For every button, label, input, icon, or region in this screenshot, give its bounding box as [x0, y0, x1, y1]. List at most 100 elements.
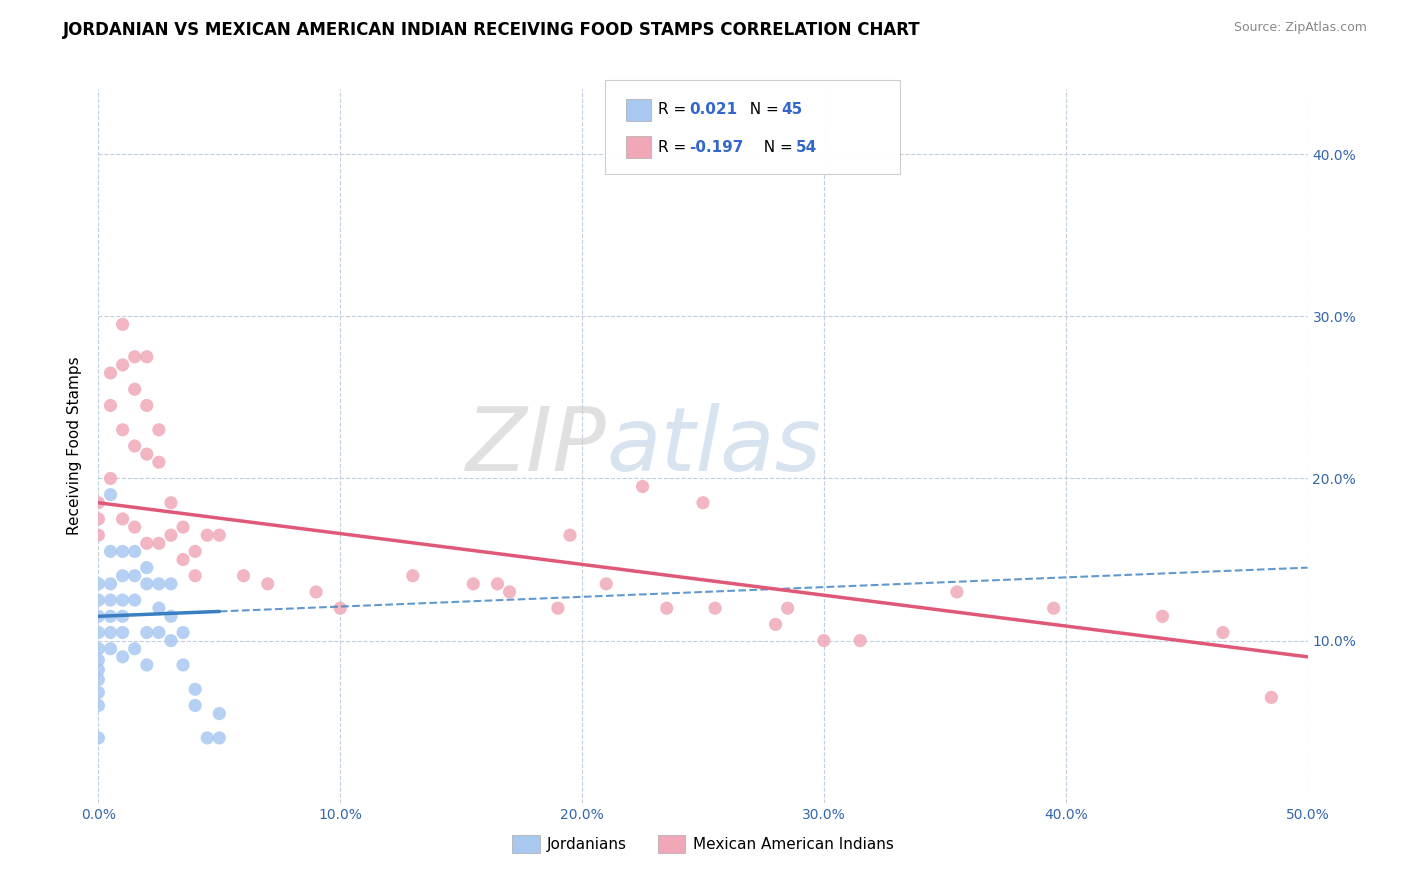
Point	[87, 512, 110, 526]
Point	[111, 544, 134, 558]
Point	[111, 318, 134, 332]
Point	[124, 350, 146, 364]
Point	[124, 439, 146, 453]
Point	[558, 528, 581, 542]
Point	[704, 601, 727, 615]
Point	[87, 685, 110, 699]
Point	[486, 577, 509, 591]
Point	[184, 568, 207, 582]
Text: R =: R =	[658, 103, 692, 117]
Point	[111, 625, 134, 640]
Point	[135, 625, 157, 640]
Point	[160, 633, 183, 648]
Text: atlas: atlas	[606, 403, 821, 489]
Point	[463, 577, 485, 591]
Point	[402, 568, 425, 582]
Text: N =: N =	[740, 103, 783, 117]
Point	[135, 447, 157, 461]
Point	[184, 544, 207, 558]
Point	[111, 568, 134, 582]
Point	[148, 455, 170, 469]
Point	[100, 641, 122, 656]
Point	[172, 625, 194, 640]
Text: R =: R =	[658, 140, 692, 154]
Point	[135, 399, 157, 413]
Point	[148, 625, 170, 640]
Point	[256, 577, 278, 591]
Point	[172, 657, 194, 672]
Point	[87, 663, 110, 677]
Point	[87, 625, 110, 640]
Point	[1212, 625, 1234, 640]
Point	[148, 423, 170, 437]
Point	[87, 641, 110, 656]
Point	[100, 544, 122, 558]
Point	[148, 536, 170, 550]
Text: ZIP: ZIP	[465, 403, 606, 489]
Point	[124, 568, 146, 582]
Point	[1042, 601, 1064, 615]
Point	[184, 698, 207, 713]
Point	[208, 731, 231, 745]
Point	[208, 528, 231, 542]
Point	[100, 366, 122, 380]
Point	[172, 520, 194, 534]
Point	[692, 496, 714, 510]
Text: N =: N =	[754, 140, 797, 154]
Point	[100, 488, 122, 502]
Legend: Jordanians, Mexican American Indians: Jordanians, Mexican American Indians	[506, 829, 900, 859]
Point	[111, 423, 134, 437]
Point	[100, 609, 122, 624]
Point	[1152, 609, 1174, 624]
Point	[111, 609, 134, 624]
Point	[124, 641, 146, 656]
Point	[172, 552, 194, 566]
Point	[87, 653, 110, 667]
Y-axis label: Receiving Food Stamps: Receiving Food Stamps	[67, 357, 83, 535]
Point	[124, 382, 146, 396]
Point	[631, 479, 654, 493]
Text: 45: 45	[782, 103, 803, 117]
Point	[160, 528, 183, 542]
Point	[135, 350, 157, 364]
Point	[547, 601, 569, 615]
Point	[813, 633, 835, 648]
Point	[195, 731, 218, 745]
Point	[498, 585, 520, 599]
Point	[100, 471, 122, 485]
Point	[148, 577, 170, 591]
Point	[87, 609, 110, 624]
Text: JORDANIAN VS MEXICAN AMERICAN INDIAN RECEIVING FOOD STAMPS CORRELATION CHART: JORDANIAN VS MEXICAN AMERICAN INDIAN REC…	[63, 21, 921, 38]
Point	[124, 593, 146, 607]
Point	[1260, 690, 1282, 705]
Point	[87, 731, 110, 745]
Point	[87, 577, 110, 591]
Point	[160, 496, 183, 510]
Point	[232, 568, 254, 582]
Point	[305, 585, 328, 599]
Point	[135, 536, 157, 550]
Point	[208, 706, 231, 721]
Point	[160, 609, 183, 624]
Point	[135, 577, 157, 591]
Point	[87, 673, 110, 687]
Point	[849, 633, 872, 648]
Point	[946, 585, 969, 599]
Point	[595, 577, 617, 591]
Point	[87, 496, 110, 510]
Point	[135, 657, 157, 672]
Point	[124, 520, 146, 534]
Text: 54: 54	[796, 140, 817, 154]
Point	[124, 544, 146, 558]
Text: Source: ZipAtlas.com: Source: ZipAtlas.com	[1233, 21, 1367, 34]
Text: -0.197: -0.197	[689, 140, 744, 154]
Point	[87, 698, 110, 713]
Point	[87, 528, 110, 542]
Point	[329, 601, 352, 615]
Point	[100, 577, 122, 591]
Point	[135, 560, 157, 574]
Point	[184, 682, 207, 697]
Point	[100, 593, 122, 607]
Point	[111, 593, 134, 607]
Point	[111, 358, 134, 372]
